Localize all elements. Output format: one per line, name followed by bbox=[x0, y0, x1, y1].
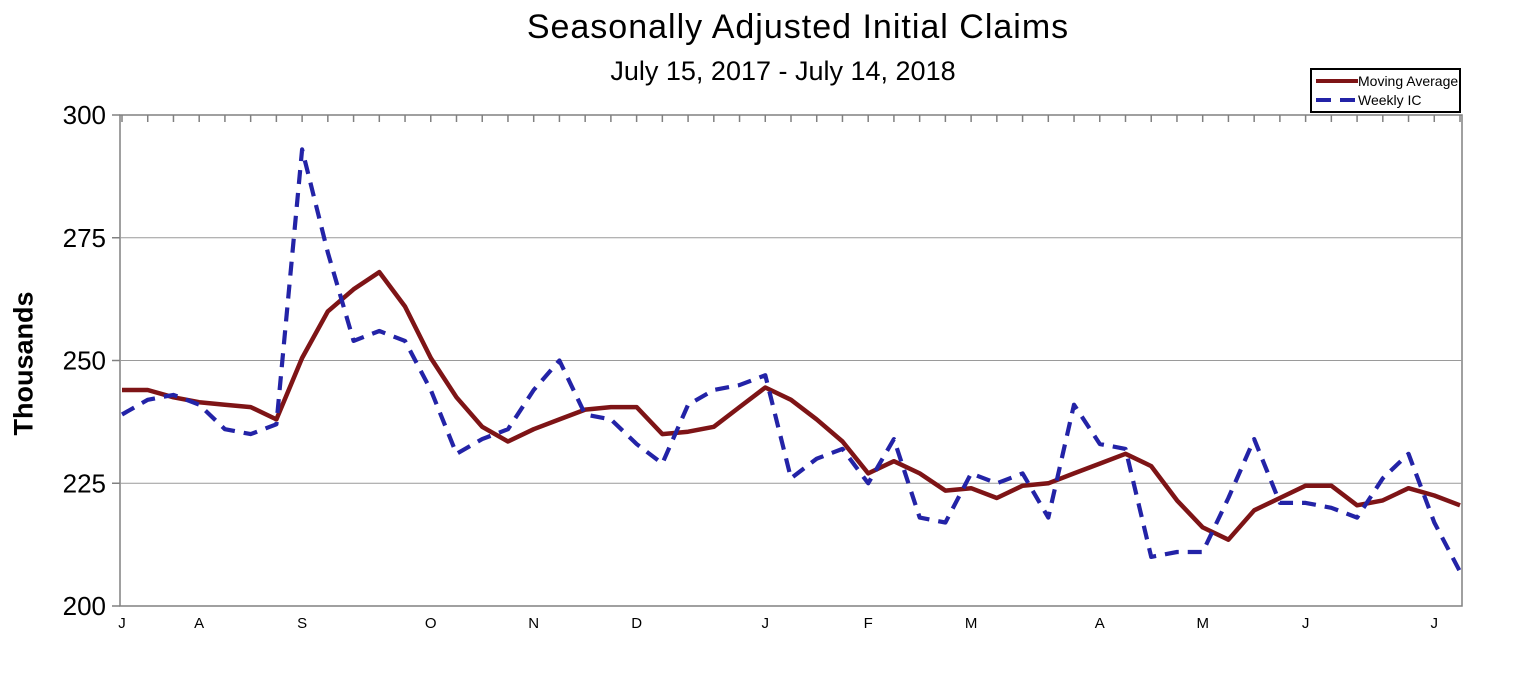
x-month-label-A: A bbox=[1095, 615, 1105, 632]
x-month-label-S: S bbox=[297, 615, 307, 632]
x-month-label-J: J bbox=[762, 615, 770, 632]
x-month-label-M: M bbox=[965, 615, 978, 632]
x-month-label-J: J bbox=[118, 615, 126, 632]
y-tick-label-300: 300 bbox=[63, 100, 106, 130]
series-line-weekly-ic bbox=[120, 147, 1462, 573]
y-tick-label-225: 225 bbox=[63, 468, 106, 498]
chart-subtitle: July 15, 2017 - July 14, 2018 bbox=[610, 56, 956, 86]
x-month-label-N: N bbox=[528, 615, 539, 632]
legend-box: Moving Average Weekly IC bbox=[1310, 68, 1461, 113]
legend-label-moving-average: Moving Average bbox=[1358, 73, 1459, 90]
chart-title: Seasonally Adjusted Initial Claims bbox=[526, 8, 1070, 46]
y-tick-label-275: 275 bbox=[63, 223, 106, 253]
legend-label-weekly-ic: Weekly IC bbox=[1358, 91, 1422, 108]
legend-item-weekly-ic: Weekly IC bbox=[1316, 91, 1455, 109]
x-month-label-A: A bbox=[194, 615, 204, 632]
x-month-label-J: J bbox=[1431, 615, 1439, 632]
y-tick-label-250: 250 bbox=[63, 346, 106, 376]
x-month-label-O: O bbox=[425, 615, 437, 632]
x-month-label-J: J bbox=[1302, 615, 1310, 632]
weekly-ic-line-swatch bbox=[1316, 97, 1358, 102]
y-tick-label-200: 200 bbox=[63, 591, 106, 621]
series-line-moving-average bbox=[122, 269, 1461, 542]
x-month-label-M: M bbox=[1196, 615, 1209, 632]
x-month-label-D: D bbox=[631, 615, 642, 632]
x-month-label-F: F bbox=[864, 615, 873, 632]
moving-average-line-swatch bbox=[1316, 79, 1358, 84]
legend-item-moving-average: Moving Average bbox=[1316, 72, 1459, 90]
